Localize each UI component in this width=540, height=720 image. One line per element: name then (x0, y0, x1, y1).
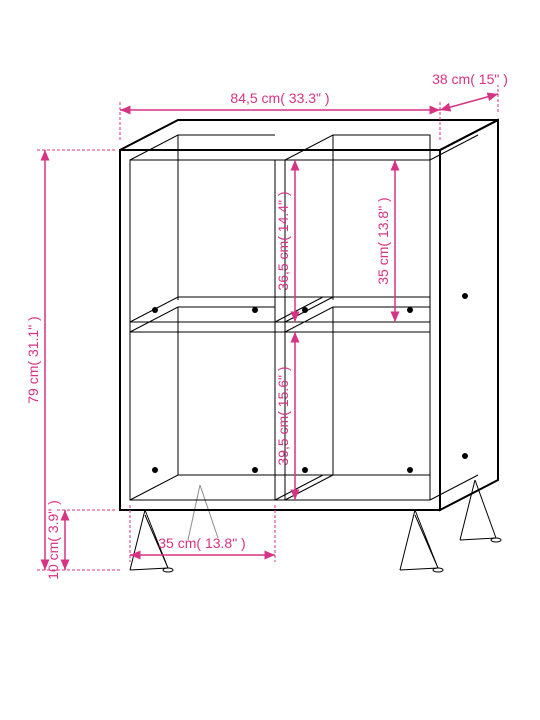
dim-inner-top-h2: 35 cm( 13.8" ) (375, 160, 395, 322)
svg-text:39,5 cm( 15.6" ): 39,5 cm( 15.6" ) (275, 366, 291, 465)
dim-intop-cm: 36,5 cm (275, 241, 291, 291)
dim-width-cm: 84,5 cm (230, 90, 280, 106)
hairpin-leg-front-right (400, 510, 443, 572)
dim-depth-in: 15" (479, 71, 500, 87)
dim-width-in: 33.3" (289, 90, 321, 106)
dim-intop2-in: 13.8" (375, 206, 391, 238)
hairpin-leg-back-left (188, 485, 218, 540)
opening-back-tl (130, 135, 275, 160)
mounting-hole (302, 467, 308, 473)
mounting-hole (252, 307, 258, 313)
dim-total-width: 84,5 cm( 33.3" ) (120, 90, 440, 140)
svg-text:35 cm( 13.8" ): 35 cm( 13.8" ) (158, 535, 245, 551)
svg-text:79 cm( 31.1" ): 79 cm( 31.1" ) (25, 316, 41, 403)
svg-text:10 cm( 3.9" ): 10 cm( 3.9" ) (45, 500, 61, 580)
mounting-hole (152, 307, 158, 313)
mounting-hole (252, 467, 258, 473)
mounting-hole (462, 453, 468, 459)
dim-total-height: 79 cm( 31.1" ) (25, 150, 120, 570)
mounting-hole (407, 467, 413, 473)
dim-depth-cm: 38 cm (432, 71, 470, 87)
cabinet-side-face (440, 120, 498, 510)
mounting-hole (152, 467, 158, 473)
dim-intop2-cm: 35 cm (375, 247, 391, 285)
dim-inner-width: 35 cm( 13.8" ) (130, 505, 275, 562)
mounting-hole (302, 307, 308, 313)
mounting-hole (407, 307, 413, 313)
dim-leg-cm: 10 cm (45, 542, 61, 580)
floor-back-edge (130, 475, 430, 500)
diagram-container: { "diagram": { "type": "technical-drawin… (0, 0, 540, 720)
svg-text:38 cm( 15" ): 38 cm( 15" ) (432, 71, 508, 87)
dimension-drawing: 84,5 cm( 33.3" ) 38 cm( 15" ) 79 cm( 31.… (0, 0, 540, 720)
svg-text:35 cm( 13.8" ): 35 cm( 13.8" ) (375, 197, 391, 284)
dim-inbot-cm: 39,5 cm (275, 416, 291, 466)
svg-text:36,5 cm( 14.4" ): 36,5 cm( 14.4" ) (275, 191, 291, 290)
dim-leg-height: 10 cm( 3.9" ) (45, 500, 115, 580)
dim-inbot-in: 15.6" (275, 375, 291, 407)
dim-height-cm: 79 cm (25, 366, 41, 404)
cabinet-shelf (130, 322, 430, 332)
mounting-hole (462, 293, 468, 299)
svg-text:84,5 cm( 33.3" ): 84,5 cm( 33.3" ) (230, 90, 329, 106)
dim-leg-in: 3.9" (45, 509, 61, 533)
dim-intop-in: 14.4" (275, 200, 291, 232)
dim-inw-cm: 35 cm (158, 535, 196, 551)
dim-inw-in: 13.8" (205, 535, 237, 551)
dim-height-in: 31.1" (25, 325, 41, 357)
cabinet-top-face (120, 120, 498, 150)
dim-depth: 38 cm( 15" ) (432, 71, 508, 140)
